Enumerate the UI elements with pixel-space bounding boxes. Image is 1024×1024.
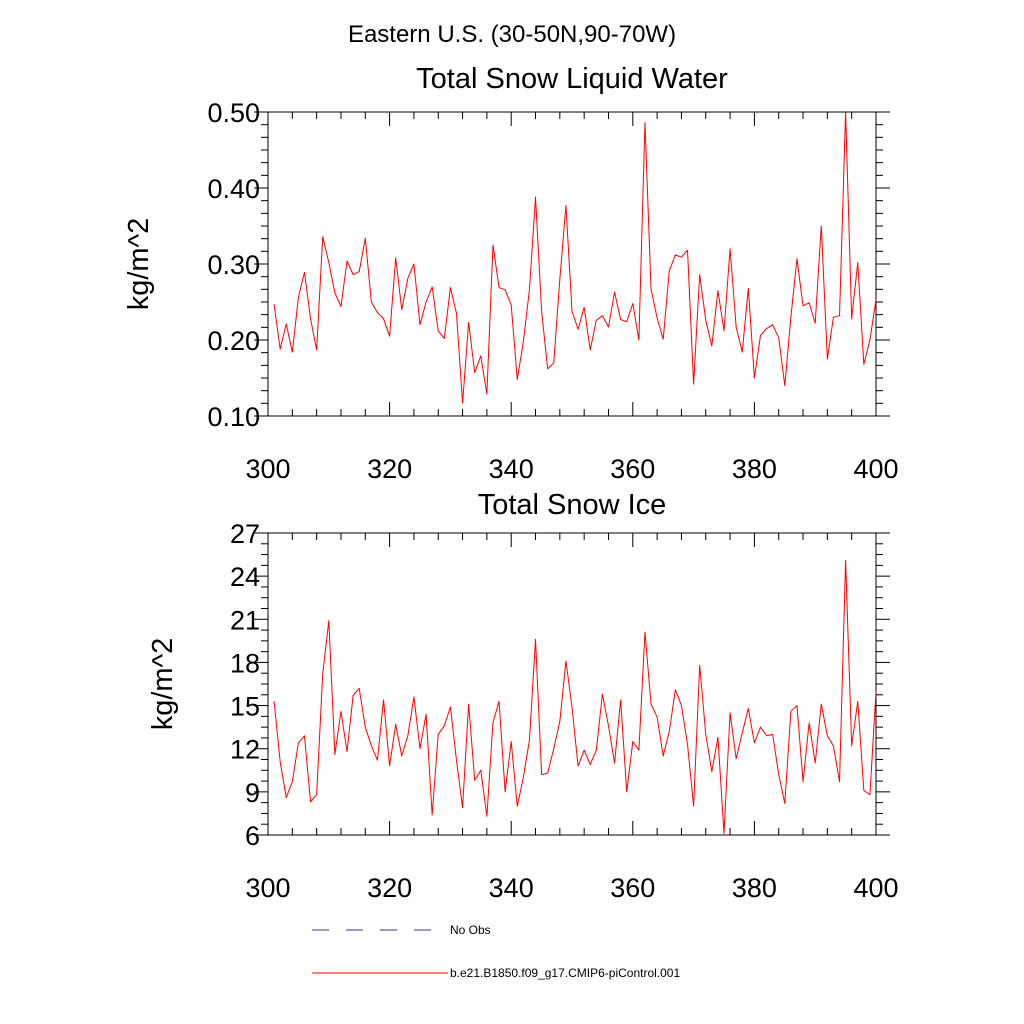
legend-label-pi-control: b.e21.B1850.f09_g17.CMIP6-piControl.001 (450, 966, 680, 980)
y-tick-label: 15 (230, 692, 260, 722)
y-tick-label: 21 (230, 605, 260, 635)
y-axis-label-snow-liquid-water: kg/m^2 (123, 218, 155, 311)
x-tick-label: 320 (367, 454, 412, 484)
series-line-snow-liquid-water (273, 111, 877, 404)
x-tick-label: 380 (732, 873, 777, 903)
series-line-snow-ice (273, 559, 877, 835)
x-tick-label: 300 (245, 873, 290, 903)
panel-snow-ice: Total Snow Ice kg/m^2 300 320 340 360 380 400… (147, 489, 899, 903)
y-tick-label: 0.40 (207, 174, 260, 204)
y-tick-label: 9 (245, 778, 260, 808)
y-tick-label: 24 (230, 562, 260, 592)
figure-title: Eastern U.S. (30-50N,90-70W) (348, 21, 676, 48)
panel-title-snow-liquid-water: Total Snow Liquid Water (416, 63, 728, 95)
y-tick-label: 6 (245, 821, 260, 851)
axes-snow-liquid-water: 300 320 340 360 380 400 0.10 0.20 0.30 0.40 0.50 (207, 98, 898, 484)
y-tick-label: 0.20 (207, 326, 260, 356)
x-tick-label: 360 (610, 873, 655, 903)
legend: No Obs b.e21.B1850.f09_g17.CMIP6-piContr… (312, 923, 680, 980)
y-tick-label: 0.50 (207, 98, 260, 128)
y-tick-label: 27 (230, 519, 260, 549)
x-tick-label: 340 (489, 873, 534, 903)
y-tick-label: 0.10 (207, 402, 260, 432)
x-tick-label: 320 (367, 873, 412, 903)
panel-snow-liquid-water: Total Snow Liquid Water kg/m^2 300 320 340… (123, 63, 899, 484)
axes-snow-ice: 300 320 340 360 380 400 6 9 12 15 18 21 24 27 (230, 519, 899, 903)
y-tick-label: 12 (230, 735, 260, 765)
x-tick-label: 400 (853, 873, 898, 903)
x-tick-label: 380 (732, 454, 777, 484)
x-tick-label: 300 (245, 454, 290, 484)
y-tick-label: 0.30 (207, 250, 260, 280)
x-tick-label: 360 (610, 454, 655, 484)
panel-title-snow-ice: Total Snow Ice (478, 489, 667, 521)
x-tick-label: 340 (489, 454, 534, 484)
y-tick-label: 18 (230, 648, 260, 678)
x-tick-label: 400 (853, 454, 898, 484)
y-axis-label-snow-ice: kg/m^2 (147, 638, 179, 731)
legend-label-no-obs: No Obs (450, 923, 491, 937)
